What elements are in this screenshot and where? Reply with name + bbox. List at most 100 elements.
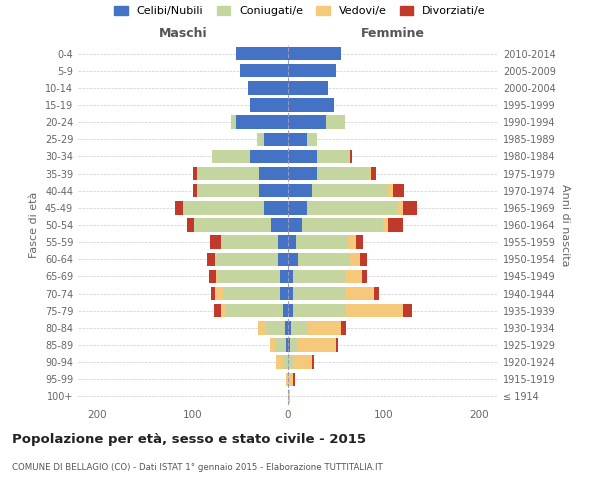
Bar xyxy=(350,150,352,163)
Bar xyxy=(266,321,285,334)
Bar xyxy=(290,338,298,351)
Bar xyxy=(302,218,383,232)
Bar xyxy=(250,150,288,163)
Legend: Celibi/Nubili, Coniugati/e, Vedovi/e, Divorziati/e: Celibi/Nubili, Coniugati/e, Vedovi/e, Di… xyxy=(115,6,485,16)
Bar xyxy=(398,201,403,214)
Text: Popolazione per età, sesso e stato civile - 2015: Popolazione per età, sesso e stato civil… xyxy=(12,432,366,446)
Bar xyxy=(197,167,259,180)
Bar xyxy=(275,356,283,369)
Bar xyxy=(288,98,334,112)
Bar xyxy=(288,252,298,266)
Bar xyxy=(209,270,217,283)
Bar xyxy=(308,321,341,334)
Bar xyxy=(336,338,338,351)
Bar xyxy=(393,184,404,198)
Bar xyxy=(362,270,367,283)
Bar xyxy=(286,372,288,386)
Bar xyxy=(288,304,293,318)
Bar xyxy=(226,304,283,318)
Bar xyxy=(312,184,388,198)
Bar xyxy=(288,150,317,163)
Bar xyxy=(374,287,379,300)
Bar xyxy=(288,201,307,214)
Text: Maschi: Maschi xyxy=(158,27,208,40)
Bar xyxy=(264,201,288,214)
Bar xyxy=(356,236,364,249)
Bar xyxy=(288,116,326,129)
Bar xyxy=(288,81,328,94)
Bar xyxy=(293,372,295,386)
Bar xyxy=(283,356,288,369)
Bar xyxy=(231,116,235,129)
Bar xyxy=(270,338,275,351)
Bar xyxy=(221,236,278,249)
Bar xyxy=(403,304,412,318)
Bar xyxy=(278,236,288,249)
Bar xyxy=(286,338,288,351)
Bar xyxy=(307,132,317,146)
Bar xyxy=(369,167,371,180)
Bar xyxy=(388,184,393,198)
Bar xyxy=(288,132,307,146)
Bar xyxy=(288,356,293,369)
Bar xyxy=(288,64,336,78)
Bar xyxy=(280,287,288,300)
Bar xyxy=(235,116,288,129)
Bar xyxy=(217,270,218,283)
Bar xyxy=(235,47,288,60)
Bar xyxy=(345,270,362,283)
Bar xyxy=(223,287,280,300)
Bar xyxy=(210,236,221,249)
Bar xyxy=(293,287,345,300)
Bar xyxy=(215,252,217,266)
Bar xyxy=(288,338,290,351)
Bar xyxy=(211,287,215,300)
Text: COMUNE DI BELLAGIO (CO) - Dati ISTAT 1° gennaio 2015 - Elaborazione TUTTITALIA.I: COMUNE DI BELLAGIO (CO) - Dati ISTAT 1° … xyxy=(12,462,383,471)
Bar xyxy=(221,304,226,318)
Bar xyxy=(317,150,350,163)
Text: Femmine: Femmine xyxy=(361,27,425,40)
Bar xyxy=(193,167,197,180)
Bar xyxy=(348,236,356,249)
Bar xyxy=(293,304,345,318)
Bar xyxy=(388,218,403,232)
Bar xyxy=(278,252,288,266)
Bar xyxy=(218,270,280,283)
Bar xyxy=(293,356,312,369)
Bar xyxy=(288,236,296,249)
Bar xyxy=(271,218,288,232)
Bar xyxy=(250,98,288,112)
Bar xyxy=(248,81,288,94)
Y-axis label: Fasce di età: Fasce di età xyxy=(29,192,39,258)
Bar xyxy=(317,167,369,180)
Bar xyxy=(296,236,348,249)
Bar xyxy=(307,201,398,214)
Bar xyxy=(288,167,317,180)
Bar xyxy=(194,218,271,232)
Bar xyxy=(183,201,264,214)
Bar xyxy=(285,321,288,334)
Bar xyxy=(288,47,341,60)
Bar xyxy=(197,184,259,198)
Bar xyxy=(326,116,345,129)
Bar xyxy=(345,304,403,318)
Bar xyxy=(383,218,388,232)
Bar xyxy=(259,167,288,180)
Bar xyxy=(259,184,288,198)
Bar xyxy=(359,252,367,266)
Bar xyxy=(403,201,417,214)
Bar xyxy=(312,356,314,369)
Bar xyxy=(341,321,346,334)
Bar xyxy=(259,321,266,334)
Bar xyxy=(264,132,288,146)
Bar xyxy=(288,390,290,403)
Bar xyxy=(288,270,293,283)
Bar xyxy=(298,252,350,266)
Bar xyxy=(350,252,359,266)
Bar xyxy=(217,252,278,266)
Bar xyxy=(288,372,293,386)
Bar xyxy=(288,184,312,198)
Bar xyxy=(193,184,197,198)
Bar xyxy=(212,150,250,163)
Bar xyxy=(214,304,221,318)
